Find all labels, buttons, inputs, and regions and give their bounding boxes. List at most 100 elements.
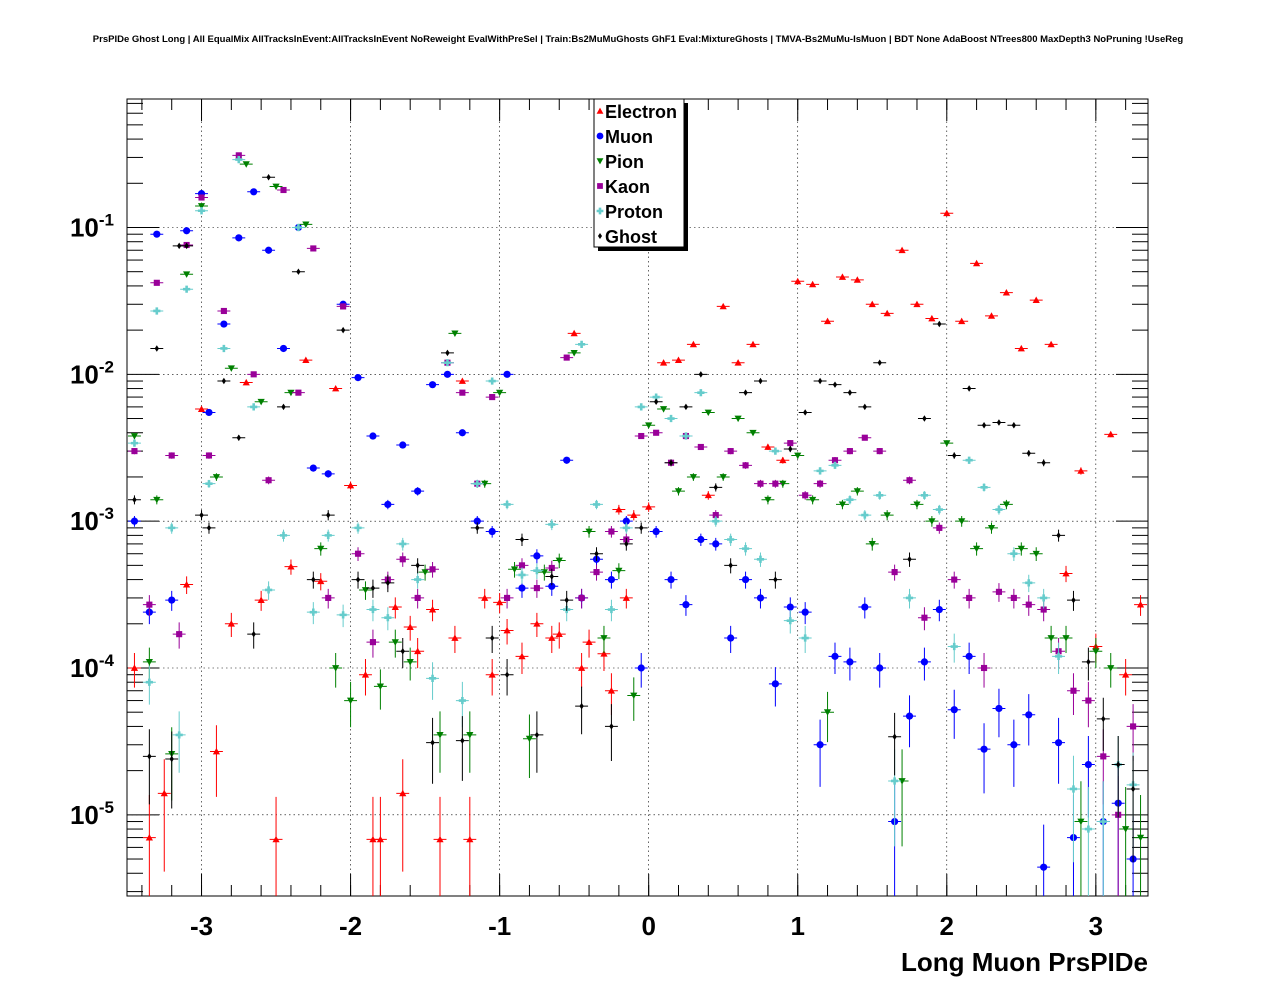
- legend-marker-pion: [596, 158, 604, 165]
- series-ghost: [128, 173, 1140, 863]
- error-bar: [269, 796, 283, 896]
- data-point: [757, 480, 764, 487]
- data-point: [400, 648, 405, 655]
- data-point: [391, 639, 399, 646]
- error-bar: [463, 796, 477, 896]
- data-point: [445, 349, 450, 357]
- data-point: [838, 273, 847, 280]
- data-point: [935, 505, 943, 514]
- data-point: [355, 576, 361, 583]
- data-point: [354, 550, 362, 557]
- data-point: [564, 596, 569, 604]
- data-point: [1002, 289, 1011, 296]
- data-point: [764, 496, 772, 504]
- data-point: [1107, 430, 1115, 438]
- data-point: [421, 569, 429, 576]
- data-point: [317, 545, 325, 553]
- data-point: [145, 659, 153, 666]
- x-tick-label: 2: [940, 911, 954, 941]
- data-point: [376, 835, 384, 843]
- data-point: [1069, 785, 1078, 793]
- data-point: [264, 586, 273, 594]
- data-point: [428, 381, 437, 389]
- data-point: [235, 152, 242, 159]
- data-point: [168, 452, 175, 459]
- data-point: [325, 594, 332, 601]
- data-point: [555, 557, 563, 565]
- data-point: [548, 582, 556, 590]
- data-point: [1130, 723, 1137, 730]
- data-point: [861, 511, 869, 519]
- error-bar: [1081, 681, 1095, 728]
- y-tick-base: 10: [70, 800, 99, 830]
- error-bar: [157, 759, 171, 872]
- data-point: [922, 415, 927, 422]
- data-point: [742, 462, 749, 469]
- data-point: [638, 432, 645, 440]
- data-point: [943, 440, 951, 447]
- data-point: [674, 488, 683, 495]
- y-tick-base: 10: [70, 506, 99, 536]
- data-point: [130, 664, 139, 671]
- data-point: [637, 403, 645, 411]
- data-point: [876, 664, 884, 672]
- data-point: [1122, 671, 1130, 678]
- data-point: [1077, 467, 1085, 474]
- data-point: [236, 434, 241, 441]
- data-point: [892, 733, 897, 741]
- data-point: [414, 575, 422, 584]
- data-point: [310, 245, 317, 252]
- x-tick-labels: -3 -2 -1 0 1 2 3: [190, 911, 1103, 941]
- error-bar: [426, 717, 440, 784]
- data-point: [667, 414, 675, 423]
- data-point: [698, 371, 704, 378]
- data-point: [995, 588, 1003, 595]
- data-point: [615, 567, 623, 575]
- data-point: [1002, 501, 1011, 509]
- data-point: [177, 242, 182, 250]
- data-point: [1086, 658, 1091, 666]
- data-point: [168, 524, 176, 532]
- data-point: [1071, 596, 1076, 604]
- data-point: [719, 474, 727, 481]
- data-point: [668, 459, 674, 466]
- data-point: [966, 385, 972, 392]
- data-point: [987, 524, 996, 532]
- data-point: [385, 579, 390, 587]
- error-bar: [627, 677, 641, 721]
- data-point: [287, 563, 295, 570]
- data-point: [667, 575, 675, 584]
- legend-label-proton: Proton: [605, 202, 663, 222]
- data-point: [697, 535, 705, 544]
- data-point: [920, 658, 929, 666]
- data-point: [607, 575, 616, 584]
- data-point: [639, 524, 644, 532]
- data-point: [510, 566, 519, 573]
- data-point: [227, 365, 235, 372]
- data-point: [831, 457, 839, 464]
- y-tick-exponent: -4: [99, 651, 115, 670]
- data-point: [1130, 785, 1136, 793]
- data-point: [466, 835, 474, 843]
- data-point: [131, 448, 138, 455]
- data-point: [773, 576, 778, 583]
- data-point: [153, 279, 160, 286]
- error-bar: [992, 688, 1006, 738]
- data-point: [937, 320, 942, 328]
- data-point: [220, 320, 228, 328]
- data-point: [1010, 550, 1018, 558]
- data-point: [205, 408, 213, 417]
- data-point: [593, 569, 600, 576]
- data-point: [1040, 594, 1048, 602]
- data-point: [743, 389, 748, 396]
- legend-marker-ghost: [597, 232, 603, 240]
- data-point: [154, 345, 159, 352]
- data-point: [153, 496, 161, 504]
- y-tick-label: 10-2: [70, 357, 114, 389]
- y-tick-base: 10: [70, 212, 99, 242]
- data-point: [905, 712, 914, 720]
- data-point: [391, 603, 399, 610]
- data-point: [504, 594, 511, 601]
- data-point: [712, 512, 719, 519]
